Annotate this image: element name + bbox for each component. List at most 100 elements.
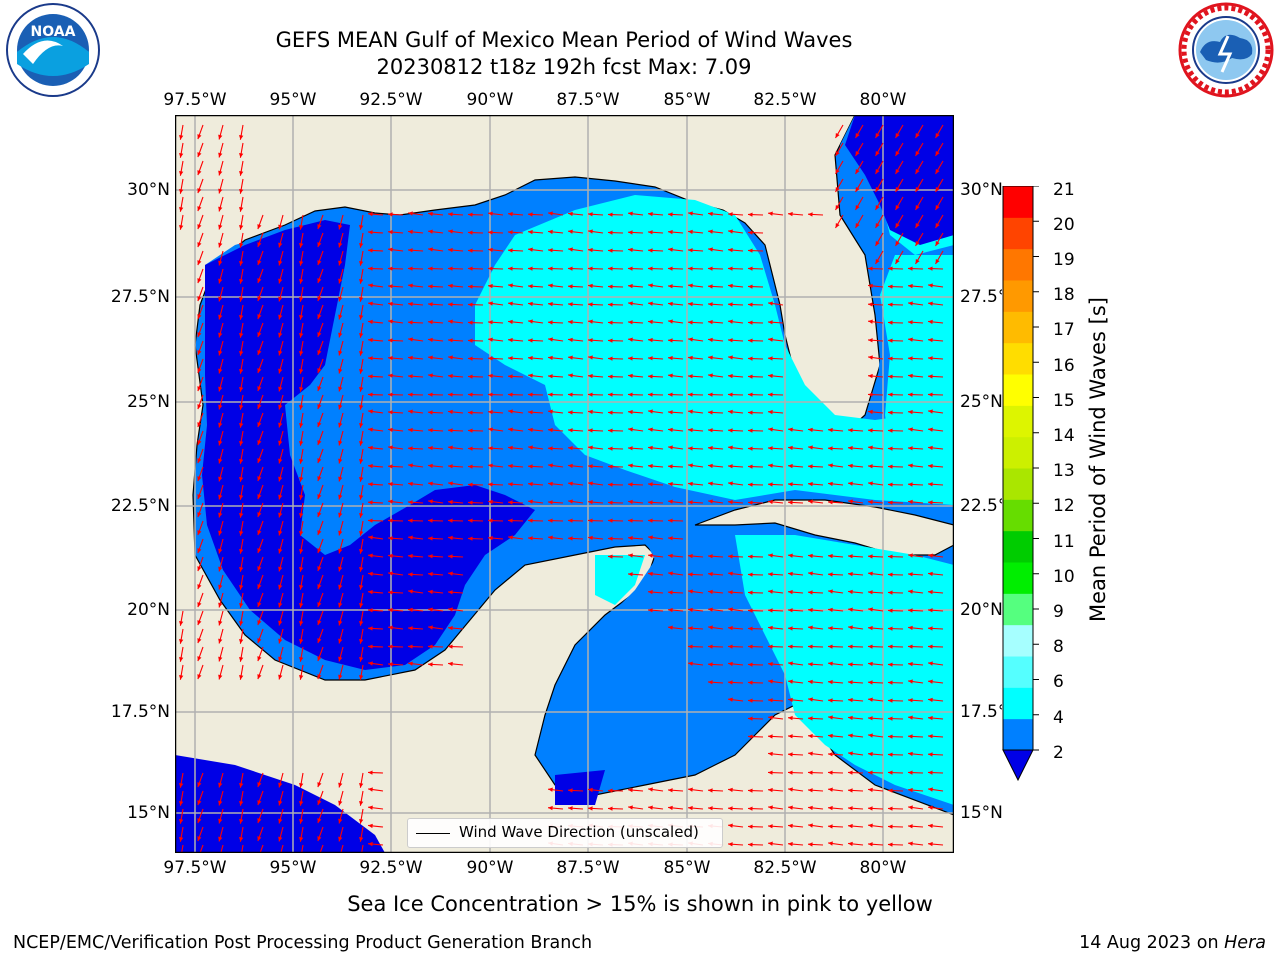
wave-direction-arrowhead xyxy=(688,427,693,433)
wave-direction-arrowhead xyxy=(359,548,364,554)
wave-direction-arrowhead xyxy=(848,499,853,504)
wave-direction-arrowhead xyxy=(835,223,840,228)
lon-tick-top: 87.5°W xyxy=(556,90,620,110)
wave-direction-arrowhead xyxy=(428,625,433,630)
wave-direction-arrowhead xyxy=(197,656,202,662)
wave-direction-arrowhead xyxy=(338,296,343,302)
wave-direction-arrowhead xyxy=(888,356,893,361)
lon-tick-top: 82.5°W xyxy=(753,90,817,110)
wave-direction-arrowhead xyxy=(788,734,793,739)
wave-direction-arrowhead xyxy=(317,584,322,590)
wave-direction-arrowhead xyxy=(868,697,873,702)
wave-direction-arrowhead xyxy=(408,644,413,649)
wave-direction-arrowhead xyxy=(908,482,913,487)
wave-direction-arrowhead xyxy=(668,481,673,487)
wave-direction-arrowhead xyxy=(278,224,283,230)
wave-direction-arrowhead xyxy=(828,841,833,846)
wave-direction-arrowhead xyxy=(788,626,793,631)
wave-direction-arrowhead xyxy=(388,266,393,271)
wave-direction-arrowhead xyxy=(688,661,693,666)
wave-direction-arrowhead xyxy=(359,494,364,500)
wave-direction-arrowhead xyxy=(728,499,733,505)
wave-direction-arrowhead xyxy=(338,620,343,626)
wave-direction-arrowhead xyxy=(768,841,773,846)
wave-direction-arrowhead xyxy=(548,446,553,451)
wave-direction-arrowhead xyxy=(768,482,773,487)
wave-direction-arrowhead xyxy=(608,482,613,487)
wave-direction-arrowhead xyxy=(748,626,753,631)
wave-direction-arrowhead xyxy=(388,338,393,343)
wave-direction-arrowhead xyxy=(528,301,533,307)
wave-direction-arrowhead xyxy=(628,373,633,379)
wave-direction-arrowhead xyxy=(568,788,573,793)
wave-direction-arrowhead xyxy=(888,626,893,631)
wave-direction-arrowhead xyxy=(895,241,900,246)
wave-direction-arrowhead xyxy=(239,584,244,590)
wave-direction-arrowhead xyxy=(239,134,244,140)
wave-direction-arrowhead xyxy=(548,211,553,216)
wave-direction-arrowhead xyxy=(299,296,304,302)
wave-direction-arrowhead xyxy=(628,463,633,468)
wave-direction-arrowhead xyxy=(528,464,533,469)
wave-direction-arrowhead xyxy=(908,392,913,397)
wave-direction-arrowhead xyxy=(278,512,283,518)
wave-direction-arrowhead xyxy=(448,518,453,523)
wave-direction-arrowhead xyxy=(528,392,533,397)
wave-direction-arrowhead xyxy=(808,499,813,504)
wave-direction-arrowhead xyxy=(788,805,793,810)
wave-direction-arrowhead xyxy=(408,661,413,666)
wave-direction-arrowhead xyxy=(317,782,322,788)
wave-direction-arrowhead xyxy=(748,374,753,379)
wave-direction-arrowhead xyxy=(888,464,893,469)
wave-direction-arrowhead xyxy=(448,590,453,595)
wave-direction-arrowhead xyxy=(828,770,833,775)
wave-direction-arrowhead xyxy=(488,283,493,289)
wave-direction-arrowhead xyxy=(388,229,393,235)
wave-direction-arrowhead xyxy=(359,386,364,392)
wave-direction-arrowhead xyxy=(428,589,433,595)
wave-direction-arrowhead xyxy=(278,494,283,500)
wave-direction-arrowhead xyxy=(468,230,473,235)
lon-tick-bottom: 97.5°W xyxy=(163,858,227,878)
wave-direction-arrowhead xyxy=(928,392,933,397)
wave-direction-arrowhead xyxy=(338,836,343,842)
noaa-logo: NOAA xyxy=(3,2,103,98)
wave-direction-arrowhead xyxy=(299,368,304,374)
lat-tick-left: 20°N xyxy=(127,600,170,620)
wave-direction-arrowhead xyxy=(888,266,893,271)
wave-direction-arrowhead xyxy=(368,626,373,631)
wave-direction-arrowhead xyxy=(468,374,473,379)
wave-direction-arrowhead xyxy=(468,482,473,487)
wave-direction-arrowhead xyxy=(748,320,753,325)
wave-direction-arrowhead xyxy=(359,584,364,590)
wave-direction-arrowhead xyxy=(317,224,322,230)
wave-direction-arrowhead xyxy=(368,608,373,613)
wave-direction-arrowhead xyxy=(728,625,733,631)
wave-direction-arrowhead xyxy=(257,278,262,284)
colorbar-segment xyxy=(1003,624,1033,657)
wave-direction-arrowhead xyxy=(888,662,893,667)
wave-direction-arrowhead xyxy=(317,440,322,446)
wave-direction-arrowhead xyxy=(728,590,733,595)
wave-direction-arrowhead xyxy=(568,518,573,523)
wave-direction-arrowhead xyxy=(648,787,653,792)
wave-direction-arrowhead xyxy=(448,571,453,576)
wave-direction-arrowhead xyxy=(428,211,433,217)
wave-direction-arrowhead xyxy=(828,500,833,505)
wave-direction-arrowhead xyxy=(508,427,513,432)
wave-direction-arrowhead xyxy=(278,818,283,824)
wave-direction-arrowhead xyxy=(359,422,364,428)
wave-direction-arrowhead xyxy=(788,770,793,775)
wave-direction-arrowhead xyxy=(848,841,853,847)
wave-direction-arrowhead xyxy=(338,458,343,464)
wave-direction-arrowhead xyxy=(588,481,593,486)
wave-direction-arrowhead xyxy=(359,836,364,842)
wave-direction-arrowhead xyxy=(218,476,223,482)
wave-direction-arrowhead xyxy=(548,337,553,342)
wave-direction-arrowhead xyxy=(257,224,262,230)
wave-direction-arrowhead xyxy=(239,818,244,824)
wave-direction-arrowhead xyxy=(648,392,653,397)
wave-direction-arrowhead xyxy=(368,644,373,649)
wave-direction-arrowhead xyxy=(317,512,322,518)
wave-direction-arrowhead xyxy=(888,788,893,793)
